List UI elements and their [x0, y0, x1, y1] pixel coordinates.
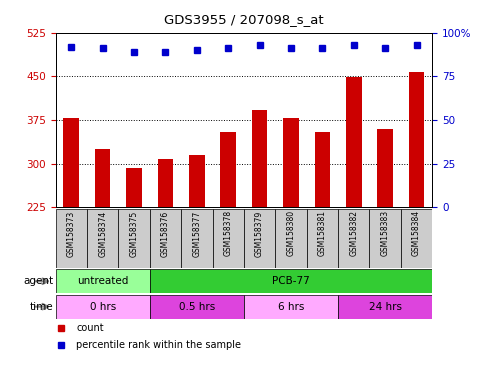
Bar: [252, 110, 268, 207]
Bar: [409, 72, 425, 207]
Bar: [118, 209, 150, 268]
Text: 0.5 hrs: 0.5 hrs: [179, 301, 215, 312]
Text: GSM158381: GSM158381: [318, 210, 327, 256]
Bar: [56, 209, 87, 268]
Bar: [244, 295, 338, 319]
Bar: [220, 132, 236, 207]
Text: time: time: [29, 301, 53, 312]
Bar: [377, 129, 393, 207]
Bar: [150, 269, 432, 293]
Bar: [283, 118, 299, 207]
Text: 0 hrs: 0 hrs: [89, 301, 116, 312]
Text: percentile rank within the sample: percentile rank within the sample: [76, 340, 242, 350]
Bar: [401, 209, 432, 268]
Text: GSM158384: GSM158384: [412, 210, 421, 257]
Bar: [56, 295, 150, 319]
Bar: [244, 209, 275, 268]
Bar: [369, 209, 401, 268]
Text: GDS3955 / 207098_s_at: GDS3955 / 207098_s_at: [164, 13, 324, 26]
Bar: [213, 209, 244, 268]
Bar: [95, 149, 111, 207]
Text: GSM158378: GSM158378: [224, 210, 233, 257]
Bar: [56, 269, 150, 293]
Text: PCB-77: PCB-77: [272, 276, 310, 286]
Bar: [87, 209, 118, 268]
Bar: [181, 209, 213, 268]
Bar: [346, 78, 362, 207]
Text: GSM158380: GSM158380: [286, 210, 296, 257]
Text: 6 hrs: 6 hrs: [278, 301, 304, 312]
Text: GSM158374: GSM158374: [98, 210, 107, 257]
Bar: [338, 209, 369, 268]
Text: 24 hrs: 24 hrs: [369, 301, 402, 312]
Text: untreated: untreated: [77, 276, 128, 286]
Text: GSM158379: GSM158379: [255, 210, 264, 257]
Text: count: count: [76, 323, 104, 333]
Bar: [314, 132, 330, 207]
Bar: [189, 155, 205, 207]
Text: GSM158373: GSM158373: [67, 210, 76, 257]
Text: GSM158377: GSM158377: [192, 210, 201, 257]
Text: GSM158383: GSM158383: [381, 210, 390, 257]
Text: GSM158375: GSM158375: [129, 210, 139, 257]
Bar: [307, 209, 338, 268]
Text: GSM158382: GSM158382: [349, 210, 358, 256]
Text: GSM158376: GSM158376: [161, 210, 170, 257]
Text: agent: agent: [23, 276, 53, 286]
Bar: [126, 168, 142, 207]
Bar: [150, 209, 181, 268]
Bar: [157, 159, 173, 207]
Bar: [275, 209, 307, 268]
Bar: [338, 295, 432, 319]
Bar: [150, 295, 244, 319]
Bar: [63, 118, 79, 207]
